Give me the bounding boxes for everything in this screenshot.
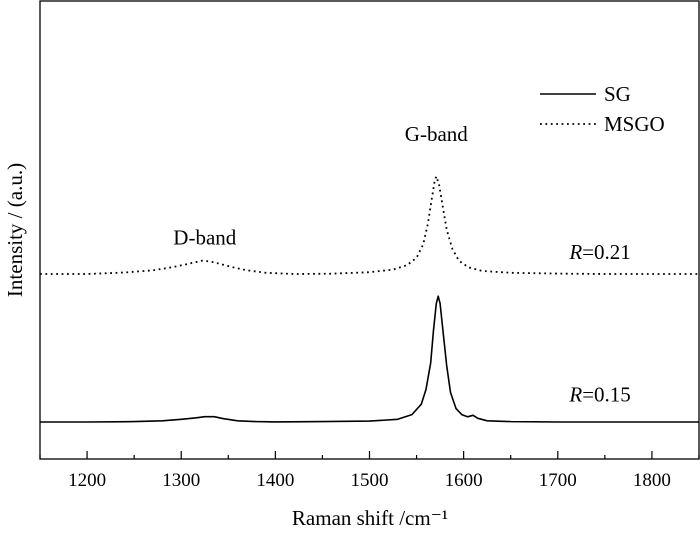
ratio-var-msgo: R [568, 240, 582, 264]
x-tick-label: 1400 [256, 470, 294, 491]
x-tick-label: 1300 [162, 470, 200, 491]
legend-label-msgo: MSGO [604, 112, 665, 136]
x-tick-label: 1600 [445, 470, 483, 491]
x-axis-ticks: 1200 1300 1400 1500 1600 1700 1800 [39, 451, 700, 491]
x-tick-label: 1800 [633, 470, 671, 491]
ratio-value-msgo: =0.21 [582, 240, 631, 264]
x-axis-title: Raman shift /cm⁻¹ [292, 506, 448, 530]
legend: SG MSGO [540, 82, 665, 136]
x-tick-label: 1200 [68, 470, 106, 491]
series-line-sg [40, 295, 699, 423]
x-tick-label: 1700 [539, 470, 577, 491]
ratio-label-msgo: R=0.21 [568, 240, 630, 264]
g-band-label: G-band [405, 122, 468, 146]
ratio-var-sg: R [568, 382, 582, 406]
x-tick-label: 1500 [351, 470, 389, 491]
series-layer [40, 175, 699, 423]
legend-label-sg: SG [604, 82, 631, 106]
ratio-label-sg: R=0.15 [568, 382, 630, 406]
annotation-layer: D-band G-band R=0.21 R=0.15 [173, 122, 631, 406]
series-line-msgo [40, 175, 699, 275]
ratio-value-sg: =0.15 [582, 382, 631, 406]
d-band-label: D-band [173, 225, 236, 249]
y-axis-title: Intensity / (a.u.) [3, 163, 27, 297]
